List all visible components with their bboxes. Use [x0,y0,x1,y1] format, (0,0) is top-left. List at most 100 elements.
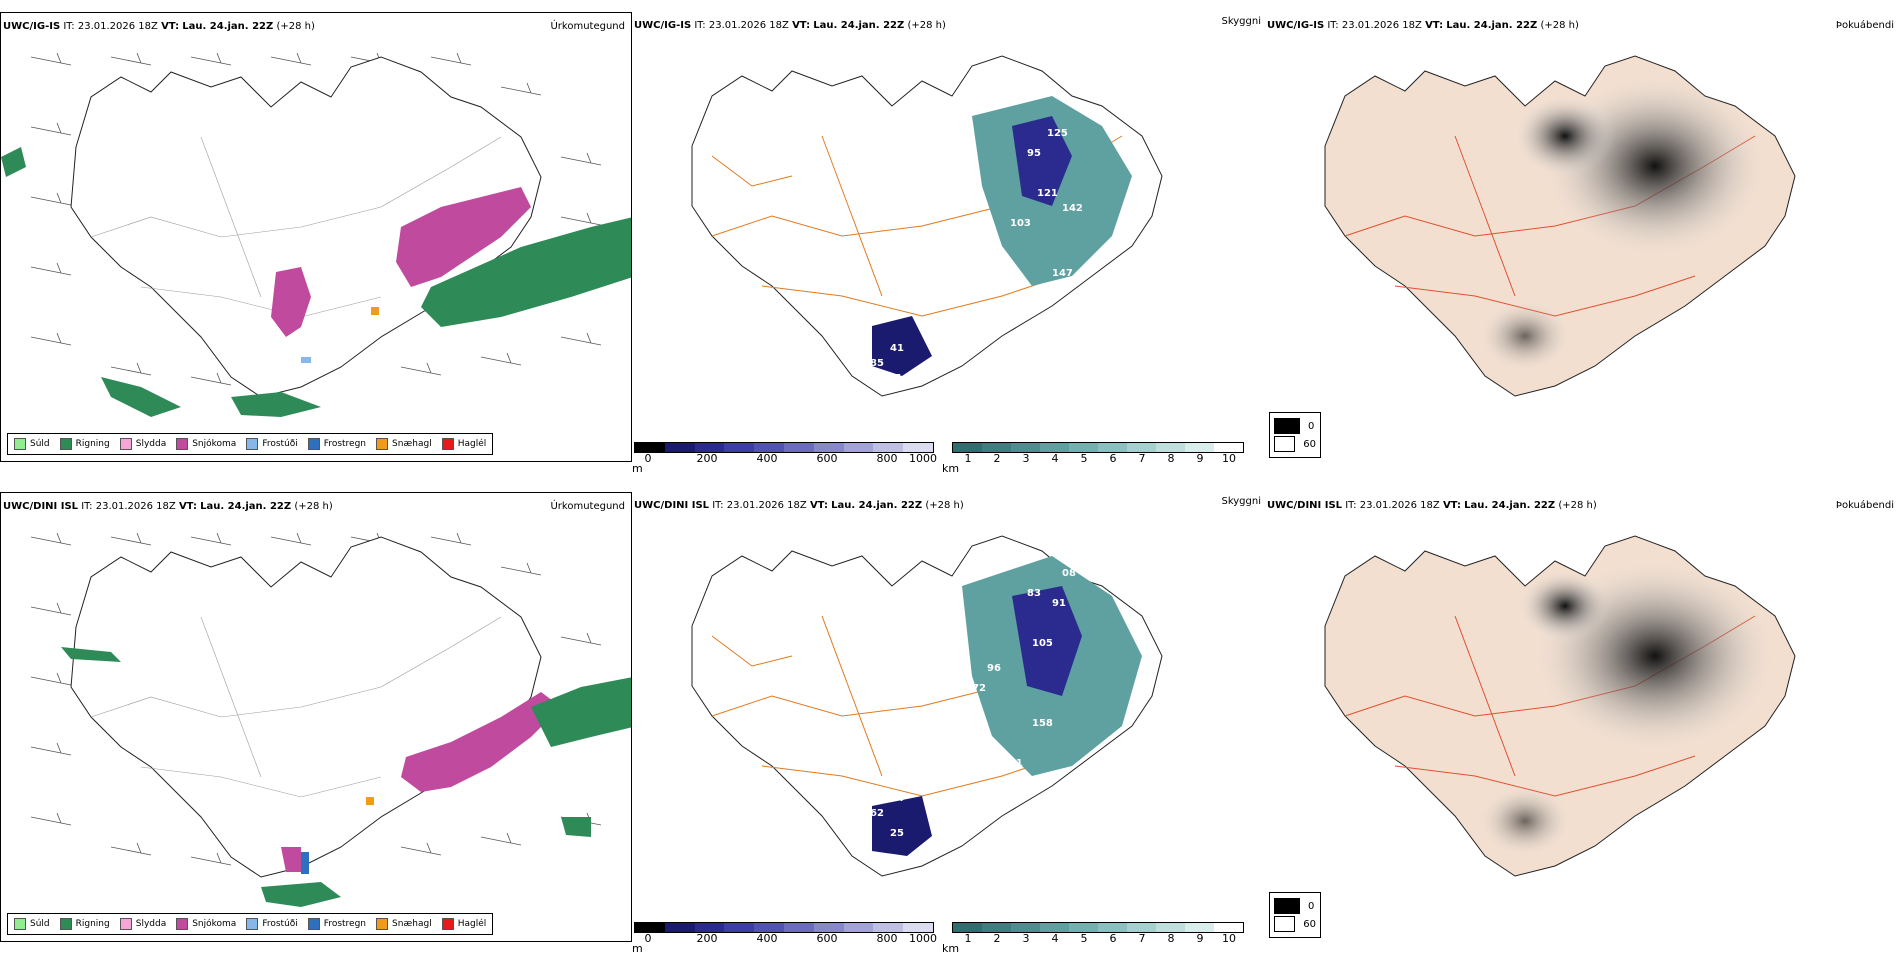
low-cloud-area [1012,116,1072,206]
svg-text:105: 105 [1032,638,1053,649]
svg-text:44: 44 [890,793,904,804]
panel-type-title: Skyggni [1221,16,1261,27]
fog-panel-row1: UWC/IG-IS IT: 23.01.2026 18Z VT: Lau. 24… [1265,12,1900,482]
svg-text:21: 21 [982,88,996,99]
fog-area [1515,96,1615,176]
svg-text:08: 08 [1062,568,1076,579]
svg-text:77: 77 [972,248,986,259]
fog-map [1324,535,1796,877]
svg-text:121: 121 [1037,188,1058,199]
visibility-map: 222 08 83 91 105 96 72 190 122 158 111 4… [691,535,1163,877]
height-colorbar: m 0 200 400 600 800 1000 [632,922,942,955]
wind-barbs [30,52,602,386]
panel-title: UWC/IG-IS IT: 23.01.2026 18Z VT: Lau. 24… [1267,20,1579,31]
svg-text:158: 158 [1032,718,1053,729]
legend-item: Slydda [119,918,166,930]
roads [90,616,502,798]
snow-area [271,267,311,337]
svg-text:41: 41 [890,343,904,354]
svg-text:83: 83 [1027,588,1041,599]
legend-item: Haglél [441,438,486,450]
rain-band [531,677,631,747]
rain-band [1,147,26,177]
svg-text:25: 25 [890,828,904,839]
freezing-drizzle-spot [301,357,311,363]
panel-type-title: Þokuábendi [1835,20,1894,31]
svg-text:37: 37 [887,373,901,384]
precip-panel-row2: UWC/DINI ISL IT: 23.01.2026 18Z VT: Lau.… [0,492,632,942]
iceland-outline [70,56,542,398]
rain-band [261,882,341,907]
ceiling-labels: 21 125 95 121 142 103 77 147 287 41 85 3… [870,88,1083,384]
fog-area [1480,301,1570,371]
legend-item: Snjókoma [176,438,236,450]
panel-type-title: Skyggni [1221,496,1261,507]
svg-text:287: 287 [1040,313,1061,324]
svg-text:103: 103 [1010,218,1031,229]
panel-type-title: Þokuábendi [1835,500,1894,511]
low-cloud-area [872,316,932,376]
rain-band [561,817,591,837]
legend-item: Súld [14,438,50,450]
legend-item: Rigning [59,438,110,450]
fog-legend: 0 60 [1269,892,1321,938]
svg-text:147: 147 [1052,268,1073,279]
precip-map [30,532,631,907]
visibility-map: 21 125 95 121 142 103 77 147 287 41 85 3… [691,55,1163,397]
precip-panel-row1: UWC/IG-IS IT: 23.01.2026 18Z VT: Lau. 24… [0,12,632,462]
low-cloud-area [872,796,932,856]
visibility-colorbar: km 1 2 3 4 5 6 7 8 9 10 [942,922,1252,955]
legend-item: Frostúði [246,438,298,450]
fog-panel-row2: UWC/DINI ISL IT: 23.01.2026 18Z VT: Lau.… [1265,492,1900,962]
rain-band [101,377,181,417]
snow-area [396,187,531,287]
legend-item: Snjókoma [176,918,236,930]
svg-text:122: 122 [962,708,983,719]
panel-title: UWC/DINI ISL IT: 23.01.2026 18Z VT: Lau.… [3,501,333,512]
legend-item: Slydda [119,438,166,450]
visibility-colorbar: km 1 2 3 4 5 6 7 8 9 10 [942,442,1252,475]
precip-legend: Súld Rigning Slydda Snjókoma Frostúði Fr… [7,913,494,935]
svg-text:85: 85 [870,358,884,369]
svg-text:72: 72 [972,683,986,694]
svg-text:142: 142 [1062,203,1083,214]
panel-title: UWC/IG-IS IT: 23.01.2026 18Z VT: Lau. 24… [3,21,315,32]
svg-text:190: 190 [902,678,923,689]
rain-band [231,392,321,417]
legend-item: Rigning [59,918,110,930]
rain-band [421,217,631,327]
fog-area [1480,786,1570,856]
graupel-spot [371,307,379,315]
legend-item: Haglél [441,918,486,930]
visibility-panel-row2: UWC/DINI ISL IT: 23.01.2026 18Z VT: Lau.… [632,492,1265,962]
svg-text:222: 222 [992,553,1013,564]
iceland-outline [70,536,542,878]
svg-text:125: 125 [1047,128,1068,139]
snow-area [401,692,561,792]
visibility-panel-row1: UWC/IG-IS IT: 23.01.2026 18Z VT: Lau. 24… [632,12,1265,482]
legend-item: Súld [14,918,50,930]
legend-item: Frostregn [307,438,366,450]
svg-text:91: 91 [1052,598,1066,609]
freezing-rain-spot [301,852,309,874]
legend-item: Snæhagl [376,918,432,930]
fog-map [1324,55,1796,397]
precip-map [1,52,631,417]
legend-item: Snæhagl [376,438,432,450]
legend-item: Frostregn [307,918,366,930]
svg-text:96: 96 [987,663,1001,674]
panel-title: UWC/DINI ISL IT: 23.01.2026 18Z VT: Lau.… [1267,500,1597,511]
fog-area [1520,571,1610,641]
ceiling-labels: 222 08 83 91 105 96 72 190 122 158 111 4… [870,553,1076,839]
rain-band [61,647,121,662]
svg-text:111: 111 [1002,758,1023,769]
low-cloud-area [1012,586,1082,696]
snow-area [281,847,301,872]
legend-item: Frostúði [246,918,298,930]
svg-text:62: 62 [870,808,884,819]
panel-type-title: Úrkomutegund [550,21,625,32]
panel-title: UWC/DINI ISL IT: 23.01.2026 18Z VT: Lau.… [634,500,964,511]
height-colorbar: m 0 200 400 600 800 1000 [632,442,942,475]
graupel-spot [366,797,374,805]
roads [90,136,502,318]
